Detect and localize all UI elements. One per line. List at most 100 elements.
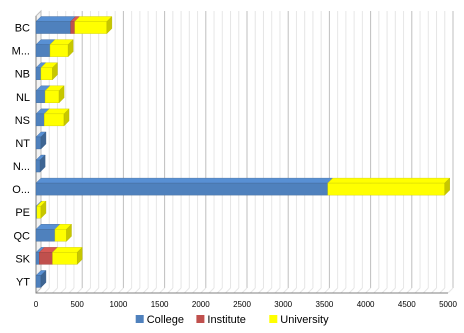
bar-institute-10 bbox=[39, 252, 53, 265]
gridline-floor bbox=[291, 287, 297, 294]
bar-college-3 bbox=[35, 90, 46, 103]
bar-university-4 bbox=[44, 113, 65, 127]
gridline-floor bbox=[109, 287, 116, 294]
bar-college-6 bbox=[35, 159, 41, 173]
gridline-floor bbox=[101, 287, 108, 294]
gridline-floor bbox=[324, 287, 330, 294]
gridline-floor bbox=[118, 287, 124, 294]
gridline-floor bbox=[233, 287, 240, 294]
gridline-floor bbox=[241, 287, 248, 294]
x-tick-label: 2500 bbox=[233, 300, 251, 309]
gridline-floor bbox=[307, 287, 314, 294]
legend-label-college: College bbox=[147, 314, 184, 326]
bar-college-0 bbox=[35, 21, 71, 34]
legend-swatch-institute bbox=[196, 315, 205, 323]
bar-university-10 bbox=[52, 252, 78, 265]
bar-university-8 bbox=[36, 206, 42, 219]
gridline-floor bbox=[299, 287, 306, 294]
gridline-floor bbox=[216, 287, 223, 294]
gridline-floor bbox=[414, 287, 421, 294]
gridline-floor bbox=[447, 287, 454, 294]
bar-university-3 bbox=[44, 90, 60, 103]
y-tick-label: BC bbox=[15, 23, 30, 35]
y-axis-ticks: BC M... NB NL NS NT N... O... PE QC SK YT bbox=[12, 23, 31, 289]
y-tick-label: SK bbox=[15, 253, 30, 265]
x-tick-label: 3000 bbox=[274, 300, 292, 309]
gridline-floor bbox=[406, 287, 413, 294]
bar-end-face bbox=[106, 16, 113, 35]
legend-swatch-college bbox=[135, 315, 144, 323]
bar-college-9 bbox=[35, 229, 56, 242]
legend: College Institute University bbox=[135, 314, 329, 326]
y-tick-label: PE bbox=[15, 207, 30, 219]
bar-college-2 bbox=[35, 67, 42, 80]
bar-end-face bbox=[67, 39, 74, 58]
gridline-floor bbox=[398, 287, 404, 294]
gridline-floor bbox=[282, 287, 289, 294]
gridline-floor bbox=[208, 287, 215, 294]
gridline-floor bbox=[431, 287, 437, 294]
gridline-floor bbox=[126, 287, 132, 294]
y-tick-label: M... bbox=[12, 46, 30, 58]
x-tick-label: 5000 bbox=[439, 300, 457, 309]
gridline-floor bbox=[225, 287, 231, 294]
gridline-floor bbox=[439, 287, 446, 294]
gridline-floor bbox=[68, 287, 75, 294]
gridline-floor bbox=[373, 287, 380, 294]
y-tick-label: NL bbox=[16, 92, 30, 104]
gridlines bbox=[35, 11, 454, 294]
gridline-floor bbox=[340, 287, 347, 294]
gridline-floor bbox=[266, 287, 273, 294]
bar-college-7 bbox=[35, 182, 328, 196]
y-tick-label: QC bbox=[14, 230, 31, 242]
gridline-floor bbox=[389, 287, 396, 294]
bar-top-face bbox=[327, 177, 451, 184]
y-tick-label: NS bbox=[15, 115, 30, 127]
gridline-floor bbox=[151, 287, 157, 294]
y-tick-label: N... bbox=[13, 161, 30, 173]
gridline-floor bbox=[258, 287, 264, 294]
legend-label-institute: Institute bbox=[207, 314, 246, 326]
gridline-floor bbox=[249, 287, 256, 294]
bar-end-face bbox=[40, 131, 47, 150]
bar-college-10 bbox=[35, 252, 40, 265]
bar-end-face bbox=[40, 269, 47, 288]
bar-end-face bbox=[66, 223, 72, 242]
bar-university-1 bbox=[49, 44, 69, 57]
bar-college-1 bbox=[35, 44, 51, 57]
x-tick-label: 500 bbox=[71, 300, 85, 309]
gridline-floor bbox=[192, 287, 198, 294]
x-axis-ticks: 0 500 1000 1500 2000 2500 3000 3500 4000 4500 5000 bbox=[34, 300, 458, 309]
x-tick-label: 1500 bbox=[151, 300, 169, 309]
gridline-floor bbox=[200, 287, 207, 294]
gridline-floor bbox=[76, 287, 83, 294]
gridline-floor bbox=[357, 287, 363, 294]
bar-top-face bbox=[74, 16, 113, 22]
y-tick-label: YT bbox=[16, 276, 30, 288]
bar-college-11 bbox=[35, 275, 42, 288]
gridline-floor bbox=[159, 287, 165, 294]
bar-college-4 bbox=[35, 113, 45, 127]
x-tick-label: 2000 bbox=[192, 300, 210, 309]
bar-university-2 bbox=[40, 67, 53, 80]
bar-institute-0 bbox=[70, 21, 75, 34]
gridline-floor bbox=[381, 287, 388, 294]
gridline-floor bbox=[332, 287, 338, 294]
x-tick-label: 4500 bbox=[398, 300, 416, 309]
bars bbox=[35, 16, 451, 288]
legend-label-university: University bbox=[280, 314, 329, 326]
bar-end-face bbox=[39, 154, 46, 173]
gridline-floor bbox=[183, 287, 190, 294]
gridline-floor bbox=[43, 287, 50, 294]
gridline-floor bbox=[365, 287, 371, 294]
x-tick-label: 1000 bbox=[110, 300, 128, 309]
bar-end-face bbox=[40, 200, 47, 219]
x-tick-label: 3500 bbox=[316, 300, 334, 309]
gridline-floor bbox=[60, 287, 67, 294]
gridline-floor bbox=[422, 287, 429, 294]
gridline-floor bbox=[142, 287, 149, 294]
gridline-floor bbox=[52, 287, 58, 294]
legend-swatch-university bbox=[269, 315, 278, 323]
bar-end-face bbox=[58, 85, 65, 104]
